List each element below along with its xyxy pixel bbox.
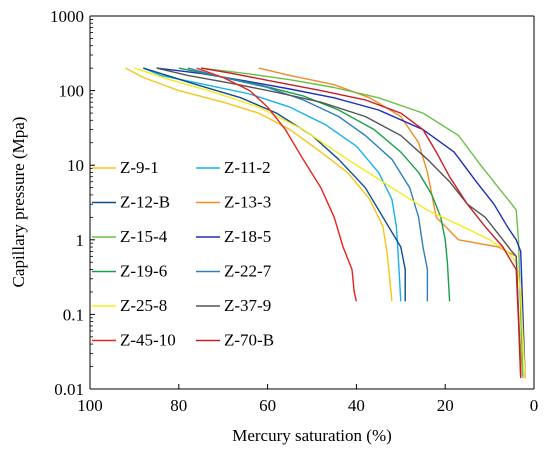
series-line-z-45-10: [196, 67, 358, 302]
x-axis-title: Mercury saturation (%): [232, 426, 392, 445]
x-tick-label: 80: [170, 396, 187, 415]
legend-label: Z-13-3: [224, 193, 271, 212]
y-tick-label: 10: [67, 156, 84, 175]
y-tick-label: 1: [76, 231, 85, 250]
x-tick-label: 60: [259, 396, 276, 415]
series-line-z-9-1: [125, 67, 393, 302]
series-layer: [125, 67, 526, 379]
legend-label: Z-9-1: [120, 158, 159, 177]
x-tick-label: 20: [437, 396, 454, 415]
series-line-z-18-5: [156, 67, 526, 379]
series-line-z-25-8: [134, 67, 526, 379]
legend-label: Z-15-4: [120, 227, 168, 246]
y-tick-label: 0.1: [63, 305, 84, 324]
series-line-z-13-3: [258, 67, 524, 379]
legend: Z-9-1 Z-11-2 Z-12-B Z-13-3 Z-15-4 Z-18-5 Z-19-…: [92, 158, 274, 350]
legend-label: Z-45-10: [120, 331, 176, 350]
y-axis-title: Capillary pressure (Mpa): [9, 117, 28, 288]
legend-label: Z-19-6: [120, 262, 167, 281]
series-line-z-12-b: [143, 67, 406, 302]
x-tick-label: 0: [530, 396, 539, 415]
series-line-z-11-2: [143, 67, 402, 302]
x-tick-label: 100: [77, 396, 103, 415]
y-tick-label: 1000: [50, 7, 84, 26]
series-line-z-70-b: [200, 67, 522, 379]
y-tick-label: 0.01: [54, 380, 84, 399]
x-tick-label: 40: [348, 396, 365, 415]
plot-area: [89, 15, 535, 390]
legend-label: Z-37-9: [224, 296, 271, 315]
series-line-z-22-7: [187, 67, 429, 302]
tick-layer: 100 80 60 40 20 0 0.01 0.1 1 10 100 1000: [50, 7, 538, 415]
series-line-z-15-4: [200, 67, 524, 376]
series-line-z-37-9: [156, 67, 522, 376]
legend-label: Z-25-8: [120, 296, 167, 315]
legend-label: Z-11-2: [224, 158, 271, 177]
legend-label: Z-22-7: [224, 262, 272, 281]
legend-label: Z-18-5: [224, 227, 271, 246]
legend-label: Z-70-B: [224, 331, 274, 350]
series-line-z-19-6: [178, 67, 451, 302]
legend-label: Z-12-B: [120, 193, 170, 212]
y-tick-label: 100: [59, 82, 85, 101]
